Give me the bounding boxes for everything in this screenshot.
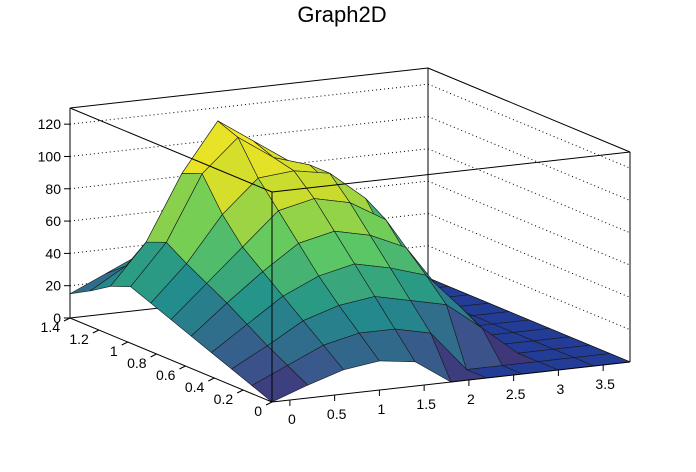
y-tick-label: 0 [254, 403, 262, 419]
back-top-edge [69, 67, 429, 109]
x-tick-label: 2 [467, 391, 475, 407]
front-floor-y-edge [69, 317, 273, 403]
front-left-top-edge [69, 107, 273, 193]
y-tick-label: 1 [110, 343, 118, 359]
front-floor-x-edge [271, 361, 631, 403]
right-wall-gridline [427, 245, 631, 331]
y-tick-label: 1.2 [69, 331, 89, 347]
x-tick-label: 0 [288, 411, 296, 427]
y-tick-label: 0.6 [156, 367, 176, 383]
right-wall-gridline [427, 180, 631, 266]
z-tick-label: 100 [38, 148, 62, 164]
surface-mesh [69, 120, 631, 403]
y-tick-mark [150, 353, 157, 358]
x-tick-label: 2.5 [506, 386, 526, 402]
right-wall-gridline [427, 212, 631, 298]
z-tick-label: 40 [45, 245, 61, 261]
back-wall-gridline [69, 115, 429, 157]
z-tick-label: 0 [53, 310, 61, 326]
y-tick-mark [92, 329, 100, 334]
front-top-edge [271, 151, 631, 193]
y-tick-mark [121, 341, 128, 346]
z-tick-label: 20 [45, 278, 61, 294]
axis-ticks: 0 0.5 1 1.5 2 2.5 3 3.500.20.40.60.811.21.40204… [38, 116, 615, 427]
right-top-edge [427, 67, 631, 153]
x-tick-label: 1.5 [416, 396, 436, 412]
y-tick-label: 0.8 [127, 355, 147, 371]
right-wall-gridline [427, 83, 631, 169]
y-tick-label: 0.2 [214, 391, 234, 407]
x-tick-label: 1 [378, 401, 386, 417]
y-tick-mark [179, 365, 186, 370]
box-front-edges [69, 107, 631, 403]
chart-title: Graph2D [297, 2, 386, 27]
y-tick-mark [208, 377, 215, 382]
y-tick-label: 0.4 [185, 379, 205, 395]
y-tick-mark [236, 389, 244, 394]
y-tick-mark [265, 401, 273, 406]
right-wall-gridline [427, 115, 631, 201]
back-wall-gridline [69, 83, 429, 125]
x-tick-label: 3 [557, 381, 565, 397]
z-tick-label: 60 [45, 213, 61, 229]
z-tick-label: 80 [45, 181, 61, 197]
y-tick-label: 1.4 [41, 319, 61, 335]
z-tick-label: 120 [38, 116, 62, 132]
x-tick-label: 0.5 [327, 406, 347, 422]
x-tick-label: 3.5 [595, 376, 615, 392]
right-wall-gridline [427, 148, 631, 234]
